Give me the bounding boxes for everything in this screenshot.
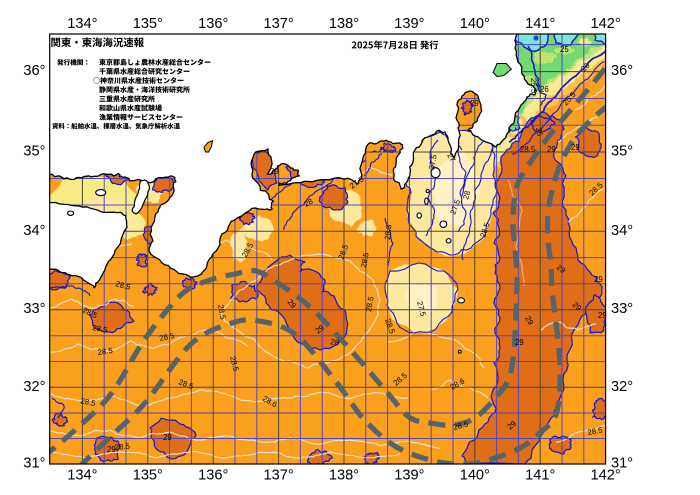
svg-text:29: 29 <box>571 143 580 152</box>
svg-text:28: 28 <box>330 337 340 347</box>
svg-text:27.5: 27.5 <box>415 300 428 318</box>
svg-text:137°: 137° <box>264 16 294 32</box>
svg-text:28: 28 <box>303 197 315 209</box>
svg-text:28.5: 28.5 <box>80 396 97 408</box>
svg-text:31°: 31° <box>23 456 45 472</box>
svg-text:138°: 138° <box>329 468 359 484</box>
svg-text:136°: 136° <box>198 468 228 484</box>
svg-text:135°: 135° <box>133 468 163 484</box>
svg-text:34°: 34° <box>611 223 633 239</box>
svg-text:28.5: 28.5 <box>520 145 536 154</box>
svg-text:28.5: 28.5 <box>587 425 604 437</box>
svg-text:135°: 135° <box>133 16 163 32</box>
svg-text:28.5: 28.5 <box>359 251 371 268</box>
svg-text:29: 29 <box>163 433 172 442</box>
svg-text:36°: 36° <box>23 63 45 79</box>
svg-text:32°: 32° <box>611 379 633 395</box>
svg-text:29: 29 <box>515 338 524 347</box>
svg-text:28.5: 28.5 <box>114 279 132 292</box>
svg-text:32°: 32° <box>23 379 45 395</box>
svg-text:139°: 139° <box>394 16 424 32</box>
svg-text:28.5: 28.5 <box>159 331 176 343</box>
svg-text:142°: 142° <box>591 16 621 32</box>
svg-text:28.5: 28.5 <box>92 323 109 335</box>
svg-text:28.5: 28.5 <box>216 304 228 321</box>
svg-text:139°: 139° <box>394 468 424 484</box>
svg-text:31°: 31° <box>611 456 633 472</box>
svg-text:35°: 35° <box>23 144 45 160</box>
svg-text:25.5: 25.5 <box>529 78 539 94</box>
svg-text:29: 29 <box>594 275 603 284</box>
svg-text:27.5: 27.5 <box>427 153 439 170</box>
svg-text:33°: 33° <box>611 301 633 317</box>
svg-text:29: 29 <box>547 145 556 154</box>
svg-text:29: 29 <box>107 445 116 454</box>
svg-text:141°: 141° <box>525 16 555 32</box>
svg-text:29: 29 <box>470 99 479 108</box>
svg-text:140°: 140° <box>460 468 490 484</box>
svg-text:35°: 35° <box>611 144 633 160</box>
svg-text:27: 27 <box>445 152 457 164</box>
svg-text:28.5: 28.5 <box>364 295 376 312</box>
svg-text:141°: 141° <box>525 468 555 484</box>
svg-text:28.5: 28.5 <box>228 355 241 373</box>
svg-text:138°: 138° <box>329 16 359 32</box>
svg-text:136°: 136° <box>198 16 228 32</box>
svg-text:28.5: 28.5 <box>97 346 114 357</box>
svg-text:33°: 33° <box>23 301 45 317</box>
svg-text:26: 26 <box>540 85 549 94</box>
svg-text:29: 29 <box>523 315 535 327</box>
svg-text:134°: 134° <box>67 468 97 484</box>
svg-text:134°: 134° <box>67 16 97 32</box>
svg-text:137°: 137° <box>264 468 294 484</box>
svg-text:26: 26 <box>534 127 544 137</box>
svg-text:28.5: 28.5 <box>452 419 470 432</box>
svg-text:28: 28 <box>461 190 472 201</box>
svg-text:28.5: 28.5 <box>114 442 131 452</box>
svg-text:25: 25 <box>560 45 569 54</box>
svg-text:36°: 36° <box>611 63 633 79</box>
svg-text:142°: 142° <box>591 468 621 484</box>
svg-text:28.3: 28.3 <box>383 224 393 240</box>
svg-text:29: 29 <box>598 311 607 320</box>
svg-text:34°: 34° <box>23 223 45 239</box>
svg-text:140°: 140° <box>460 16 490 32</box>
svg-text:29: 29 <box>270 167 279 176</box>
